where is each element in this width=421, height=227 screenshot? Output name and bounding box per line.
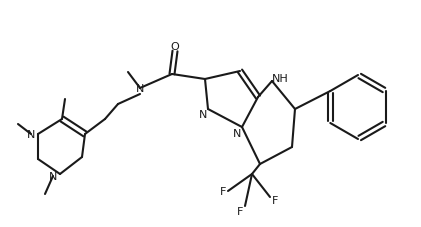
Text: F: F [272,195,278,205]
Text: N: N [233,128,241,138]
Text: F: F [237,206,243,216]
Text: F: F [220,186,226,196]
Text: N: N [136,84,144,94]
Text: NH: NH [272,74,288,84]
Text: N: N [27,129,35,139]
Text: O: O [171,42,179,52]
Text: N: N [49,171,57,181]
Text: N: N [199,109,207,119]
